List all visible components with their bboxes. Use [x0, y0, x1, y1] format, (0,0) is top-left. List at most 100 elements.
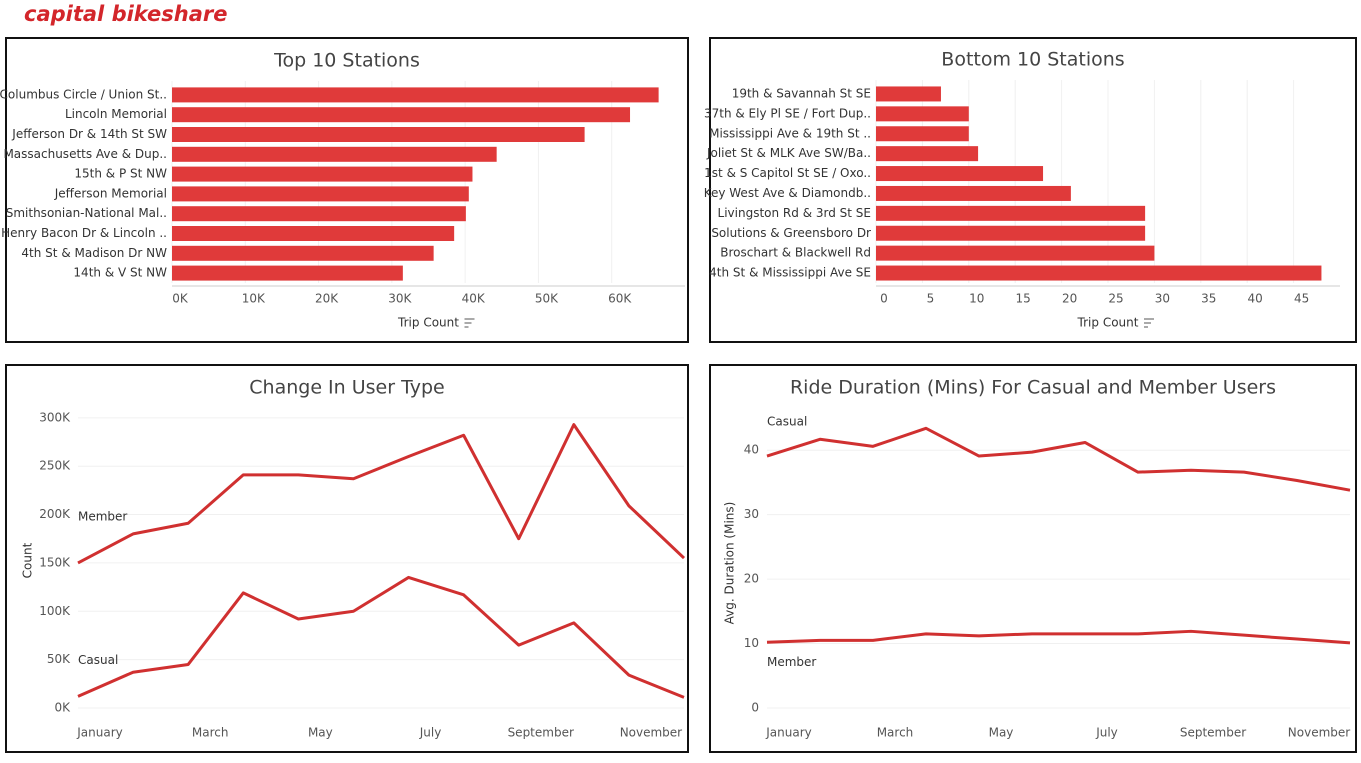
line [77, 575, 685, 699]
x-tick-label: 15 [1016, 292, 1031, 306]
bar [876, 86, 941, 102]
bar [172, 186, 469, 202]
line [77, 423, 686, 565]
x-tick-label: 40K [462, 292, 486, 306]
y-tick-label: Solutions & Greensboro Dr [711, 226, 871, 240]
series-label: Member [767, 655, 816, 669]
panel [709, 364, 1357, 753]
chart-title: Bottom 10 Stations [941, 49, 1124, 71]
x-tick-label: 35 [1201, 292, 1216, 306]
y-tick-label: 4th St & Madison Dr NW [21, 246, 167, 260]
x-tick-label: 0 [880, 292, 888, 306]
y-tick-label: 20 [744, 572, 759, 586]
series-label: Casual [78, 653, 118, 667]
bar [876, 166, 1044, 182]
y-tick-label: 200K [39, 507, 71, 521]
x-tick-label: 60K [608, 292, 632, 306]
bar [876, 185, 1071, 201]
y-tick-label: 19th & Savannah St SE [732, 86, 871, 100]
x-tick-label: 40 [1248, 292, 1263, 306]
series-label: Casual [767, 415, 807, 429]
bar [172, 127, 585, 142]
y-tick-label: Massachusetts Ave & Dup.. [3, 147, 167, 161]
bar [876, 106, 969, 122]
y-tick-label: 0 [751, 701, 759, 715]
panel [5, 364, 689, 753]
x-tick-label: January [76, 726, 123, 740]
y-tick-label: Mississippi Ave & 19th St .. [709, 126, 871, 140]
axis-title: Trip Count [1077, 316, 1139, 330]
x-tick-label: 45 [1294, 292, 1309, 306]
x-tick-label: May [989, 726, 1014, 740]
x-tick-label: November [1288, 726, 1350, 740]
line [766, 629, 1351, 645]
x-tick-label: March [192, 726, 229, 740]
axis-title: Avg. Duration (Mins) [723, 502, 737, 625]
y-tick-label: 15th & P St NW [74, 167, 167, 181]
y-tick-label: 300K [39, 410, 71, 424]
x-tick-label: 25 [1108, 292, 1123, 306]
x-tick-label: July [1095, 726, 1118, 740]
x-tick-label: 50K [535, 292, 559, 306]
chart-title: Top 10 Stations [273, 50, 420, 72]
x-tick-label: 20 [1062, 292, 1077, 306]
axis-title: Count [21, 542, 35, 578]
bar [876, 265, 1322, 281]
y-tick-label: Joliet St & MLK Ave SW/Ba.. [706, 146, 871, 160]
x-tick-label: September [508, 726, 574, 740]
y-tick-label: 150K [39, 555, 71, 569]
y-tick-label: 50K [47, 652, 71, 666]
bar [876, 146, 979, 162]
y-tick-label: Smithsonian-National Mal.. [6, 206, 167, 220]
chart-title: Change In User Type [249, 377, 444, 399]
y-tick-label: Key West Ave & Diamondb.. [704, 186, 871, 200]
chart-title: Ride Duration (Mins) For Casual and Memb… [790, 377, 1276, 399]
bar [172, 265, 403, 281]
bar [876, 126, 969, 142]
y-tick-label: 37th & Ely Pl SE / Fort Dup.. [704, 106, 871, 120]
bar [172, 87, 659, 103]
y-tick-label: Livingston Rd & 3rd St SE [718, 206, 871, 220]
x-tick-label: 30 [1155, 292, 1170, 306]
y-tick-label: 250K [39, 459, 71, 473]
y-tick-label: 40 [744, 443, 759, 457]
y-tick-label: 1st & S Capitol St SE / Oxo.. [704, 166, 871, 180]
y-tick-label: Lincoln Memorial [65, 107, 167, 121]
x-tick-label: 5 [927, 292, 935, 306]
line [766, 426, 1351, 492]
x-tick-label: January [765, 726, 812, 740]
y-tick-label: 30 [744, 507, 759, 521]
y-tick-label: Jefferson Dr & 14th St SW [11, 127, 167, 141]
bar [172, 206, 466, 222]
bar [876, 205, 1146, 221]
y-tick-label: 0K [54, 701, 71, 715]
bar [172, 146, 497, 162]
x-tick-label: May [308, 726, 333, 740]
x-tick-label: November [620, 726, 682, 740]
bar [172, 107, 631, 123]
y-tick-label: Broschart & Blackwell Rd [720, 246, 871, 260]
x-tick-label: 10 [969, 292, 984, 306]
y-tick-label: 4th St & Mississippi Ave SE [709, 266, 871, 280]
y-tick-label: Jefferson Memorial [54, 186, 167, 200]
y-tick-label: Henry Bacon Dr & Lincoln .. [1, 226, 167, 240]
series-label: Member [78, 509, 127, 523]
y-tick-label: 10 [744, 636, 759, 650]
bar [172, 226, 455, 241]
bar [172, 245, 434, 261]
y-tick-label: 14th & V St NW [73, 266, 167, 280]
x-tick-label: 30K [388, 292, 412, 306]
axis-title: Trip Count [397, 316, 459, 330]
x-tick-label: March [877, 726, 914, 740]
x-tick-label: 0K [172, 292, 189, 306]
x-tick-label: 20K [315, 292, 339, 306]
x-tick-label: September [1180, 726, 1246, 740]
bar [876, 225, 1146, 241]
y-tick-label: Columbus Circle / Union St.. [0, 87, 167, 101]
y-tick-label: 100K [39, 604, 71, 618]
logo: capital bikeshare [24, 2, 227, 26]
x-tick-label: July [419, 726, 442, 740]
bar [172, 166, 473, 182]
